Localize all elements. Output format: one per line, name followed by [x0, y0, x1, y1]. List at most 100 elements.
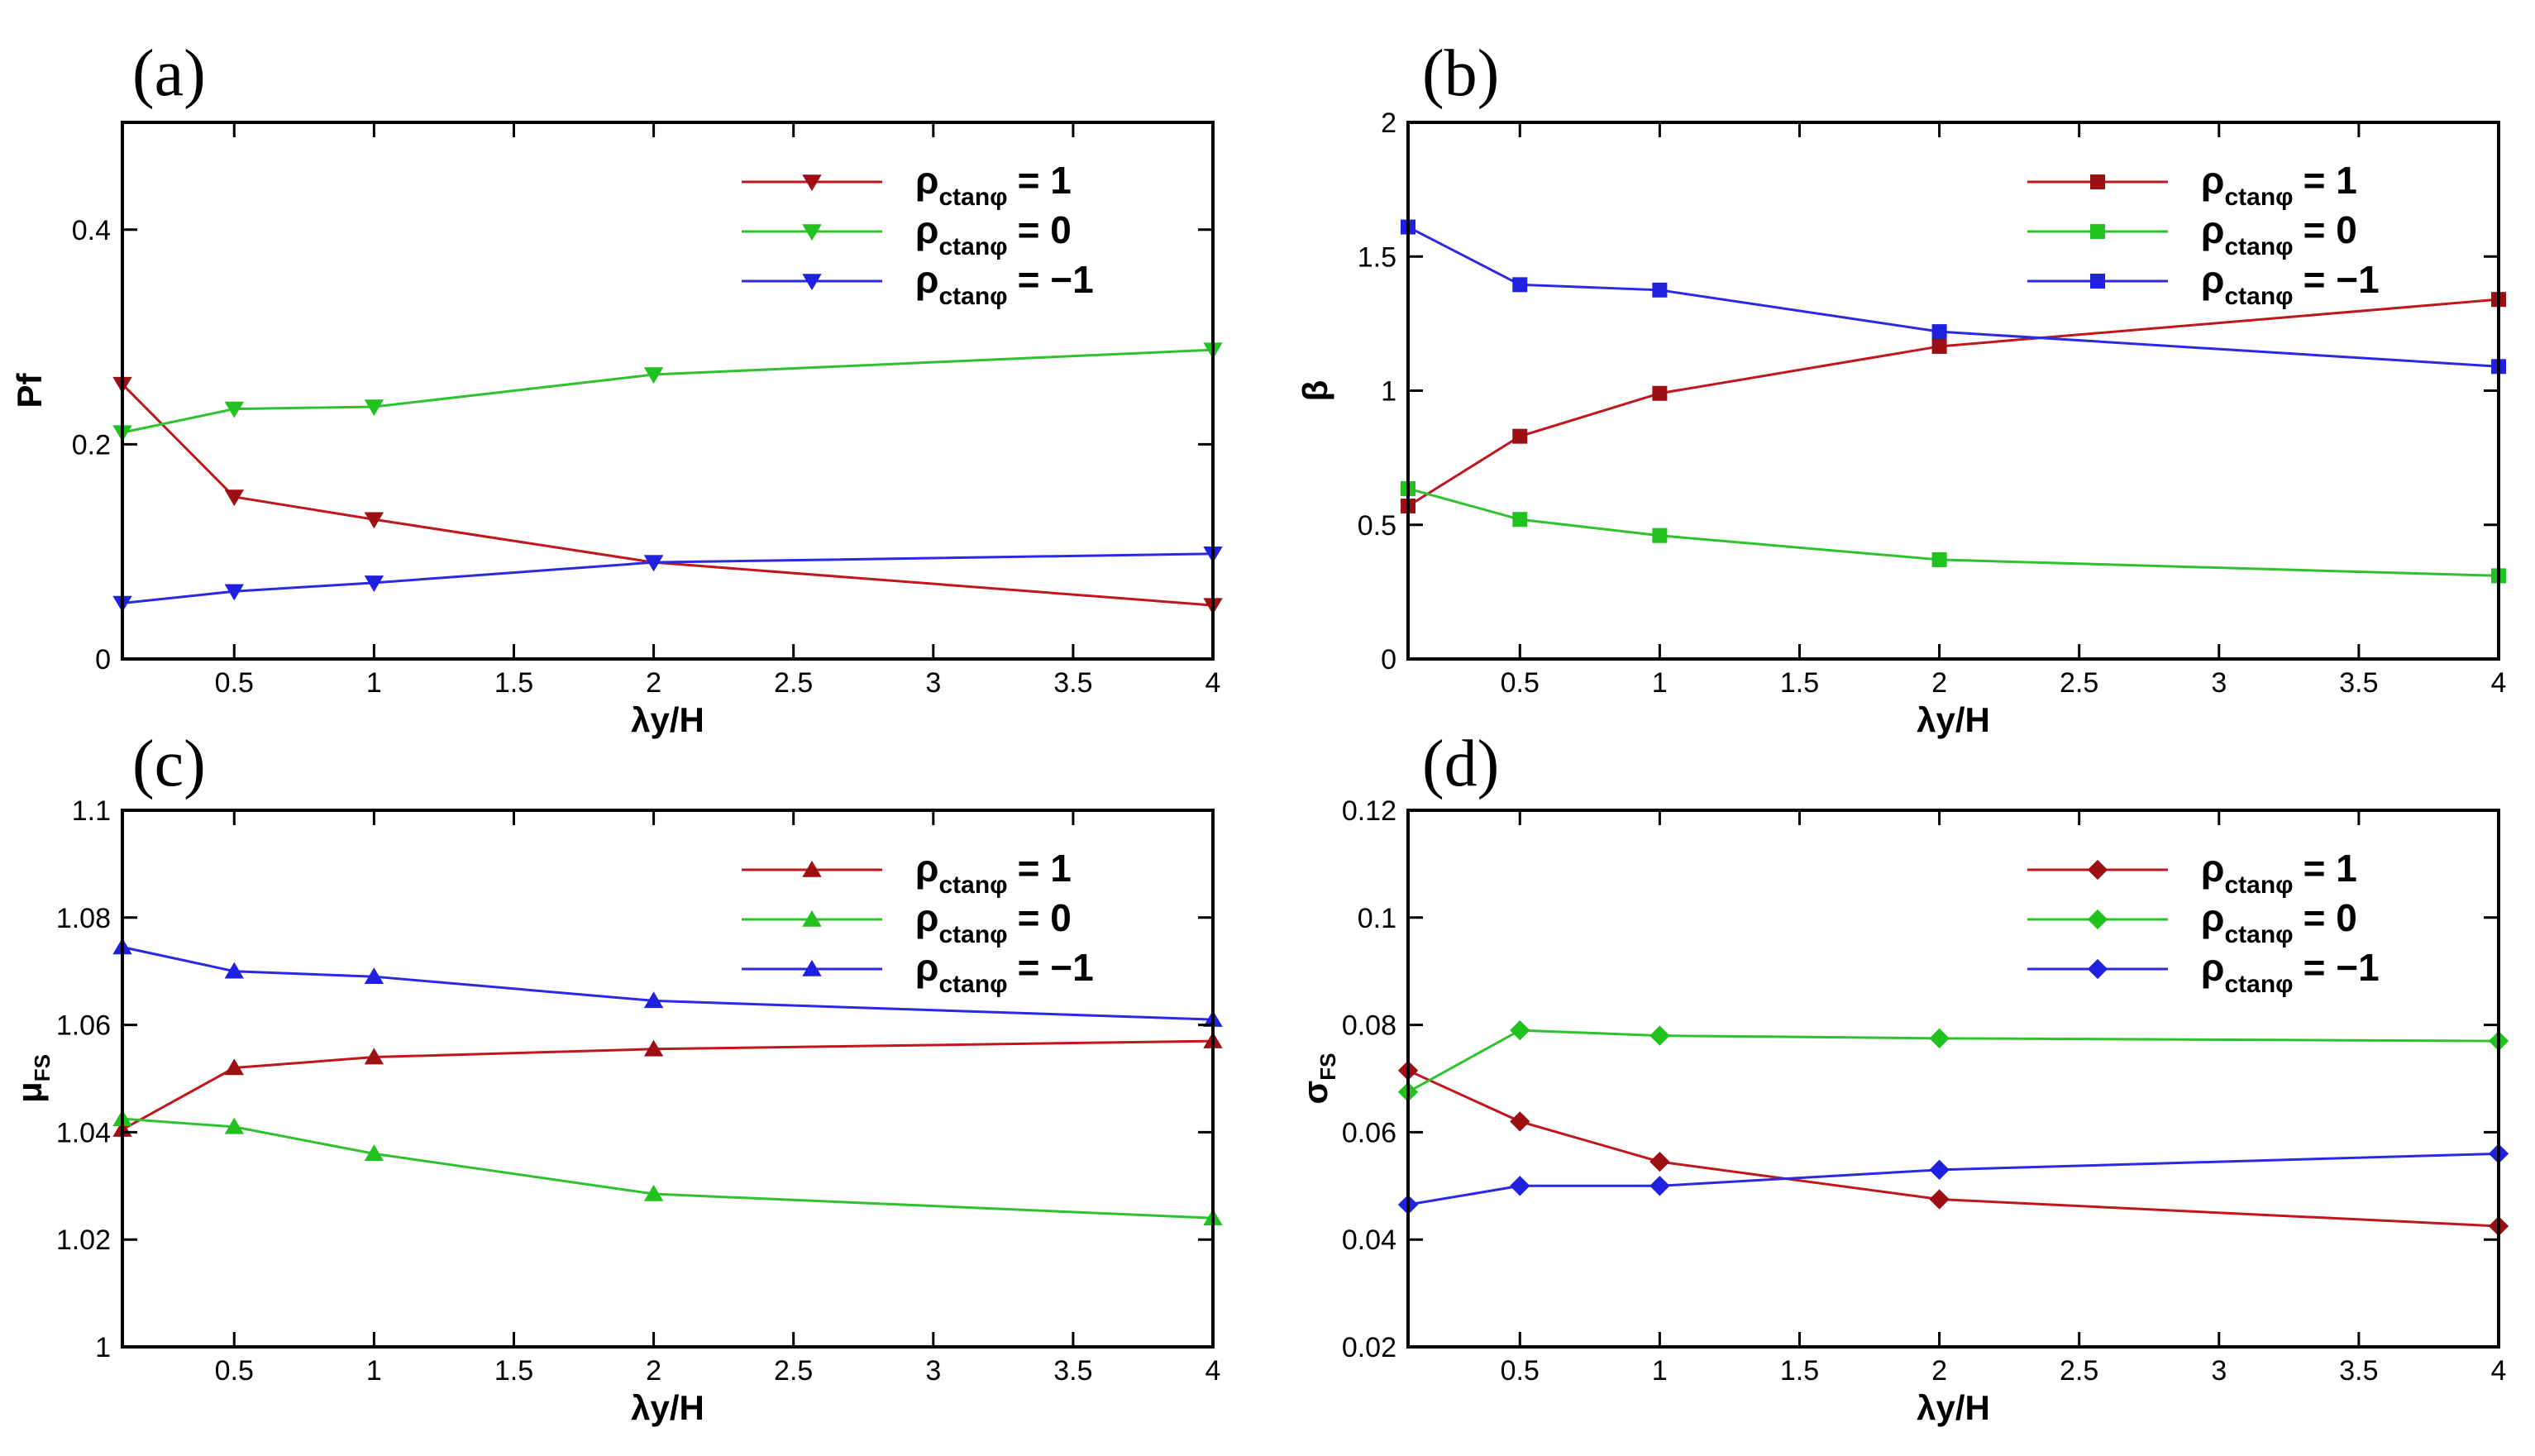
data-point-red [1929, 1189, 1950, 1210]
x-tick-label: 1 [1652, 667, 1668, 699]
data-point-green [1512, 512, 1528, 528]
y-tick-label: 0.12 [1342, 795, 1396, 827]
data-point-green [1931, 551, 1947, 567]
series-line-blue [1407, 1152, 2499, 1206]
x-tick-label: 1.5 [1780, 1355, 1819, 1387]
legend-marker [802, 174, 822, 192]
legend-entry-red: ρctanφ = 1 [742, 159, 1072, 211]
x-tick-label: 2.5 [774, 667, 813, 699]
legend-label: ρctanφ = 1 [2201, 159, 2357, 211]
y-tick-label: 0.1 [1358, 903, 1396, 934]
y-tick-label: 0.02 [1342, 1332, 1396, 1363]
legend-label: ρctanφ = −1 [915, 946, 1094, 998]
legend-label: ρctanφ = 1 [2201, 847, 2357, 899]
x-tick-label: 1.5 [494, 1355, 533, 1387]
data-point-green [364, 1144, 384, 1162]
data-point-blue [364, 967, 384, 984]
legend-marker [802, 909, 822, 927]
y-tick-label: 0.5 [1358, 510, 1396, 542]
series-line-red [122, 1039, 1214, 1131]
legend-label: ρctanφ = 0 [2201, 208, 2357, 260]
y-tick-label: 1 [95, 1332, 111, 1363]
x-axis-title: λy/H [631, 1388, 704, 1427]
x-tick-label: 2.5 [2060, 667, 2098, 699]
chart-panel-c: (c) 0.5 1 1.5 2 2.5 3 3.5 4 1 1.02 1.04 1.06 1.08 1.1 λ… [10, 728, 1223, 1427]
data-point-red [364, 1048, 384, 1065]
data-point-green [224, 1117, 244, 1134]
y-tick-label: 0 [1381, 644, 1396, 675]
x-tick-label: 1 [366, 667, 382, 699]
x-tick-label: 4 [2491, 667, 2507, 699]
data-point-red [1652, 385, 1668, 401]
x-tick-label: 2 [1931, 667, 1947, 699]
data-point-red [1931, 338, 1947, 354]
series-line-red [1407, 298, 2499, 508]
y-tick-label: 0.2 [72, 429, 111, 461]
plot-frame [121, 809, 1215, 1349]
data-point-red [643, 1039, 664, 1057]
plot-frame [1406, 121, 2500, 661]
legend-marker [802, 224, 822, 241]
panel-label: (c) [132, 728, 206, 800]
data-point-blue [1929, 1159, 1950, 1180]
series-line-red [1407, 1069, 2499, 1228]
y-axis-title: β [1296, 380, 1334, 402]
legend-marker [2090, 274, 2105, 289]
x-axis-title: λy/H [1917, 1388, 1990, 1427]
data-point-red [364, 512, 384, 529]
chart-panel-a: (a) 0.5 1 1.5 2 2.5 3 3.5 4 0 0.2 0.4 λy/H Pf ρctanφ = … [10, 37, 1223, 739]
data-point-green [1510, 1019, 1530, 1041]
x-tick-label: 3.5 [2339, 1355, 2378, 1387]
data-point-green [364, 399, 384, 417]
y-tick-label: 0 [95, 644, 111, 675]
x-tick-label: 3.5 [1053, 667, 1092, 699]
legend-label: ρctanφ = −1 [2201, 946, 2380, 998]
y-tick-label: 1.04 [56, 1117, 111, 1148]
x-tick-label: 2.5 [2060, 1355, 2098, 1387]
data-point-red [1510, 1111, 1530, 1132]
y-tick-label: 1 [1381, 376, 1396, 408]
legend-entry-red: ρctanφ = 1 [2027, 847, 2357, 899]
series-line-green [1407, 487, 2499, 577]
y-tick-label: 0.4 [72, 215, 111, 246]
y-tick-label: 1.02 [56, 1224, 111, 1256]
x-tick-label: 2 [646, 667, 661, 699]
data-point-green [1649, 1025, 1670, 1046]
x-tick-label: 1 [1652, 1355, 1668, 1387]
data-point-red [224, 489, 244, 507]
data-point-red [1649, 1151, 1670, 1172]
legend-marker [802, 274, 822, 291]
x-tick-label: 4 [1205, 1355, 1221, 1387]
y-tick-label: 1.5 [1358, 241, 1396, 273]
series-line-red [121, 383, 1214, 607]
x-tick-label: 1 [366, 1355, 382, 1387]
y-tick-label: 2 [1381, 107, 1396, 139]
data-point-green [1652, 528, 1668, 543]
data-point-red [224, 1058, 244, 1076]
legend-marker [2087, 859, 2108, 881]
series-line-blue [122, 552, 1214, 604]
legend-entry-blue: ρctanφ = −1 [742, 946, 1094, 998]
legend-marker [802, 959, 822, 976]
x-tick-label: 1.5 [1780, 667, 1819, 699]
x-tick-label: 1.5 [494, 667, 533, 699]
y-axis-title: μFS [10, 1054, 55, 1103]
panel-label: (b) [1422, 37, 1499, 110]
x-tick-label: 0.5 [1501, 667, 1540, 699]
legend-entry-blue: ρctanφ = −1 [2027, 946, 2380, 998]
data-point-green [224, 401, 244, 418]
x-tick-label: 2 [1931, 1355, 1947, 1387]
legend-label: ρctanφ = −1 [2201, 258, 2380, 310]
data-point-blue [1652, 282, 1668, 298]
x-tick-label: 3.5 [1053, 1355, 1092, 1387]
x-axis-title: λy/H [631, 700, 704, 739]
data-point-green [643, 367, 664, 384]
legend-entry-green: ρctanφ = 0 [742, 208, 1072, 260]
y-axis-title: σFS [1296, 1053, 1340, 1105]
chart-panel-d: (d) 0.5 1 1.5 2 2.5 3 3.5 4 0.02 0.04 0.06 0.08 0.1 0.… [1296, 728, 2509, 1427]
data-point-blue [224, 962, 244, 979]
x-tick-label: 0.5 [215, 1355, 254, 1387]
panel-label: (d) [1422, 728, 1499, 800]
panel-label: (a) [132, 37, 206, 110]
